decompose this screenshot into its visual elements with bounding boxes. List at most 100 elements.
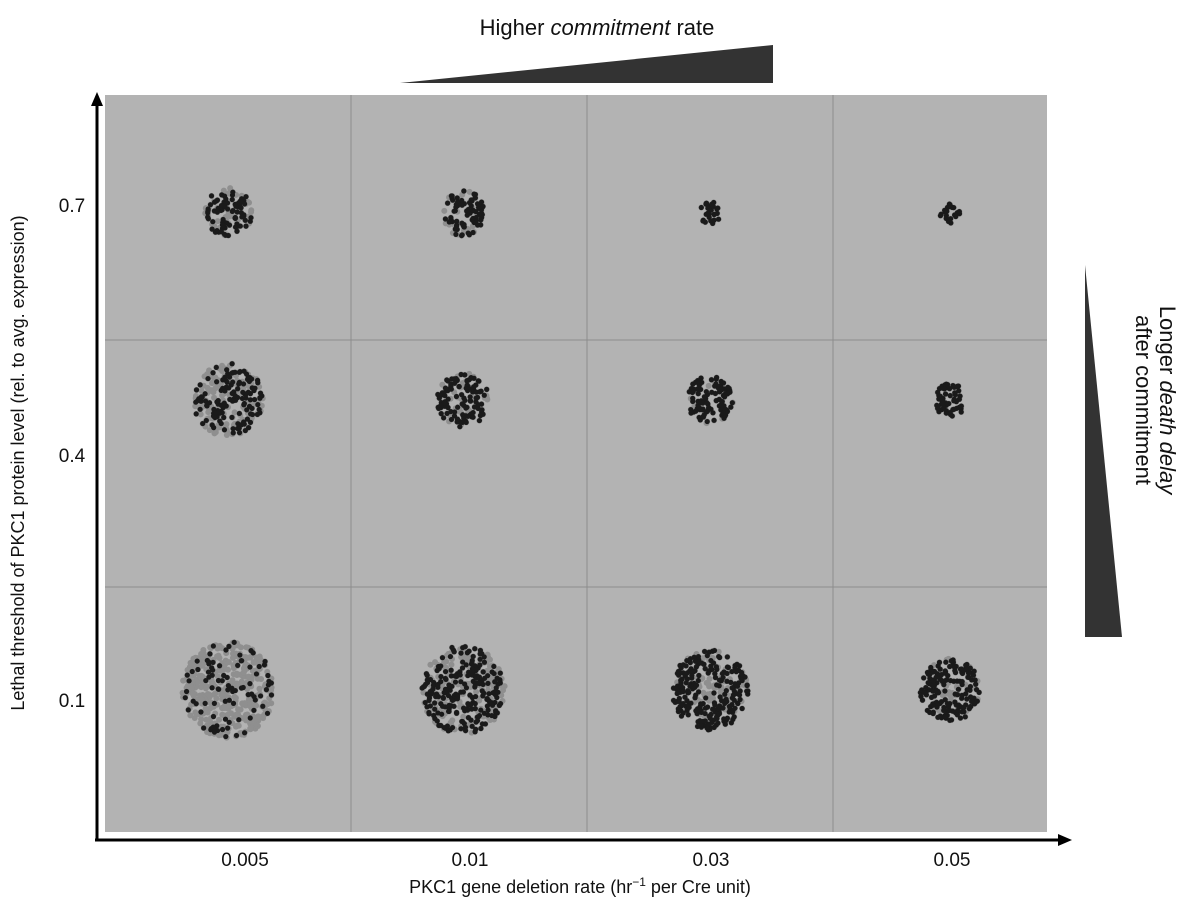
cell bbox=[973, 687, 980, 693]
cell bbox=[948, 658, 954, 664]
cell bbox=[237, 652, 243, 658]
cell bbox=[232, 224, 239, 230]
cell bbox=[461, 188, 467, 194]
cell bbox=[724, 654, 730, 660]
cell bbox=[935, 702, 941, 708]
cell bbox=[245, 654, 252, 661]
cell bbox=[936, 659, 943, 665]
cell bbox=[739, 705, 745, 712]
cell bbox=[459, 718, 465, 725]
cell bbox=[737, 688, 743, 694]
cell bbox=[938, 211, 944, 217]
cell bbox=[463, 685, 470, 691]
cell bbox=[703, 389, 709, 395]
cell bbox=[713, 398, 719, 404]
cell bbox=[476, 378, 482, 384]
cell bbox=[247, 725, 254, 732]
cell bbox=[480, 203, 486, 210]
cell bbox=[473, 726, 479, 732]
cell bbox=[695, 677, 701, 684]
cell bbox=[956, 388, 962, 394]
cell bbox=[216, 642, 223, 649]
cell bbox=[218, 402, 224, 408]
cell bbox=[717, 387, 723, 393]
right-label-text: Longer bbox=[1155, 306, 1180, 381]
cell bbox=[485, 673, 491, 679]
cell bbox=[692, 658, 698, 664]
cell bbox=[494, 675, 500, 681]
cell bbox=[693, 708, 699, 714]
cell bbox=[212, 229, 219, 235]
cell bbox=[244, 416, 251, 422]
cell bbox=[263, 687, 270, 693]
cell bbox=[440, 694, 446, 701]
cell bbox=[708, 377, 715, 383]
cell bbox=[715, 216, 722, 222]
cell bbox=[442, 668, 449, 675]
cell bbox=[260, 703, 266, 709]
cell bbox=[715, 720, 721, 726]
cell bbox=[484, 386, 490, 392]
cell bbox=[257, 656, 264, 663]
cell bbox=[693, 682, 700, 688]
cell bbox=[239, 214, 245, 220]
cell bbox=[193, 399, 199, 405]
cell bbox=[935, 690, 942, 696]
cell bbox=[193, 387, 200, 393]
cell bbox=[737, 696, 743, 703]
cell bbox=[495, 681, 501, 687]
cell bbox=[705, 382, 712, 389]
cell bbox=[476, 417, 483, 424]
cell bbox=[427, 689, 433, 695]
cell bbox=[942, 678, 948, 684]
right-label-line2: after commitment bbox=[1131, 315, 1156, 485]
cell bbox=[205, 214, 211, 220]
cell bbox=[226, 374, 233, 380]
cell bbox=[928, 704, 934, 710]
cell bbox=[247, 397, 253, 403]
cell bbox=[205, 207, 211, 213]
cell bbox=[210, 643, 216, 649]
cell bbox=[248, 208, 255, 215]
cell bbox=[964, 696, 970, 702]
cell bbox=[448, 667, 454, 673]
cell bbox=[473, 395, 479, 401]
cell bbox=[257, 693, 264, 699]
cell bbox=[457, 424, 463, 430]
cell bbox=[226, 697, 232, 703]
cell bbox=[445, 396, 451, 402]
cell bbox=[687, 683, 693, 689]
cell bbox=[225, 687, 231, 693]
x-tick-label: 0.05 bbox=[934, 850, 971, 871]
cell bbox=[193, 701, 199, 707]
cell bbox=[952, 669, 959, 676]
cell bbox=[478, 725, 484, 732]
cell bbox=[225, 211, 232, 218]
cell bbox=[713, 381, 719, 387]
cell bbox=[497, 670, 503, 676]
top-label-emphasis: commitment bbox=[551, 15, 672, 40]
cell bbox=[180, 677, 187, 684]
cell bbox=[438, 411, 444, 417]
cell bbox=[183, 688, 190, 695]
cell bbox=[736, 680, 742, 686]
cell bbox=[704, 400, 710, 406]
cell bbox=[465, 206, 472, 213]
cell bbox=[219, 726, 226, 733]
cell bbox=[717, 654, 723, 661]
cell bbox=[448, 383, 454, 389]
cell bbox=[459, 232, 465, 238]
cell bbox=[200, 647, 207, 654]
cell bbox=[680, 662, 686, 668]
cell bbox=[434, 691, 440, 697]
cell bbox=[422, 699, 428, 706]
cell bbox=[451, 703, 457, 709]
cell bbox=[477, 651, 483, 657]
cell bbox=[245, 692, 251, 698]
cell bbox=[957, 678, 963, 684]
cell bbox=[926, 671, 932, 677]
cell bbox=[713, 376, 719, 382]
cell bbox=[248, 376, 254, 383]
cell bbox=[462, 727, 469, 734]
cell bbox=[970, 672, 977, 678]
